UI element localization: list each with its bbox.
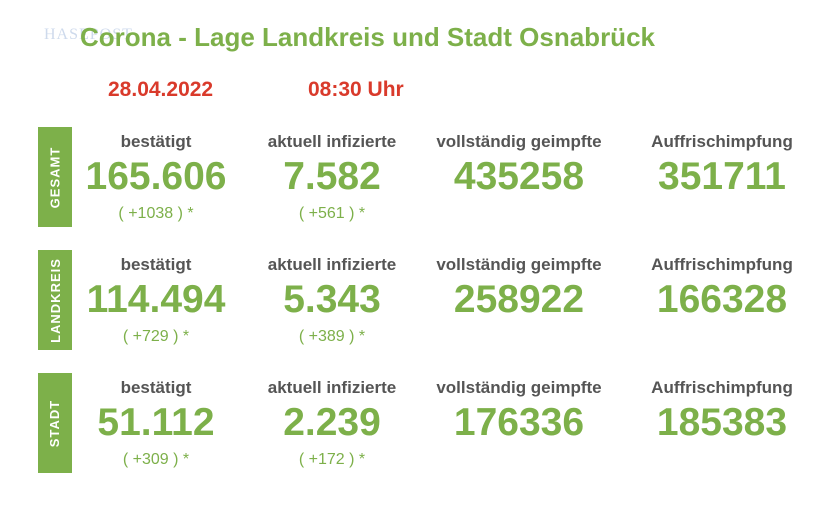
stat-label: bestätigt [120,132,192,151]
stat-value: 166328 [656,278,788,321]
stat-infected: aktuell infizierte 7.582 ( +561 ) * [237,131,427,223]
stat-booster: Auffrischimpfung 351711 [627,131,817,199]
stat-infected: aktuell infizierte 5.343 ( +389 ) * [237,254,427,346]
side-label-gesamt: GESAMT [38,127,72,227]
stat-delta: ( +561 ) * [298,205,366,222]
stat-value: 165.606 [85,155,227,198]
stat-label: aktuell infizierte [267,255,397,274]
stat-vaccinated: vollständig geimpfte 258922 [424,254,614,322]
stat-booster: Auffrischimpfung 185383 [627,377,817,445]
report-time: 08:30 Uhr [308,78,404,101]
stat-label: vollständig geimpfte [436,378,602,397]
stat-label: aktuell infizierte [267,132,397,151]
stat-value: 435258 [453,155,585,198]
stat-label: vollständig geimpfte [436,255,602,274]
stat-label: aktuell infizierte [267,378,397,397]
section-gesamt: GESAMT bestätigt 165.606 ( +1038 ) * akt… [0,127,827,237]
stat-delta: ( +309 ) * [122,451,190,468]
stat-delta: ( +1038 ) * [118,205,194,222]
stat-infected: aktuell infizierte 2.239 ( +172 ) * [237,377,427,469]
stat-vaccinated: vollständig geimpfte 176336 [424,377,614,445]
stat-label: vollständig geimpfte [436,132,602,151]
stat-delta: ( +389 ) * [298,328,366,345]
stat-delta: ( +729 ) * [122,328,190,345]
stat-booster: Auffrischimpfung 166328 [627,254,817,322]
stat-value: 258922 [453,278,585,321]
side-label-landkreis: LANDKREIS [38,250,72,350]
stat-delta: ( +172 ) * [298,451,366,468]
stat-label: bestätigt [120,378,192,397]
stat-value: 2.239 [283,401,381,444]
section-landkreis: LANDKREIS bestätigt 114.494 ( +729 ) * a… [0,250,827,360]
stat-value: 351711 [658,155,786,198]
stat-value: 7.582 [283,155,381,198]
stat-confirmed: bestätigt 114.494 ( +729 ) * [61,254,251,346]
stat-value: 114.494 [86,278,226,321]
report-date: 28.04.2022 [108,78,214,101]
page-title: Corona - Lage Landkreis und Stadt Osnabr… [80,22,655,52]
stat-label: bestätigt [120,255,192,274]
watermark-logo: HASEPOST [44,26,133,43]
stat-value: 5.343 [283,278,381,321]
stat-label: Auffrischimpfung [651,255,793,274]
stat-value: 176336 [453,401,585,444]
stat-vaccinated: vollständig geimpfte 435258 [424,131,614,199]
stat-value: 51.112 [97,401,215,444]
stat-label: Auffrischimpfung [651,132,793,151]
side-label-stadt: STADT [38,373,72,473]
stat-confirmed: bestätigt 51.112 ( +309 ) * [61,377,251,469]
section-stadt: STADT bestätigt 51.112 ( +309 ) * aktuel… [0,373,827,483]
stat-confirmed: bestätigt 165.606 ( +1038 ) * [61,131,251,223]
stat-label: Auffrischimpfung [651,378,793,397]
stat-value: 185383 [656,401,788,444]
